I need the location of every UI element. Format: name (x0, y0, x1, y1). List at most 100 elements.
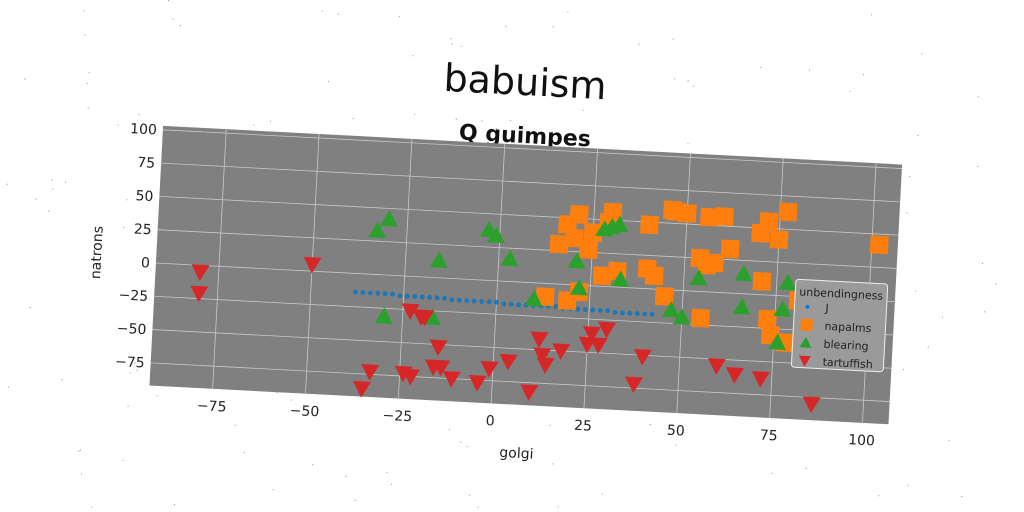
y-grid-line (157, 229, 897, 269)
noise-dot (86, 82, 88, 85)
noise-dot (455, 118, 457, 120)
data-point-J (605, 308, 611, 314)
y-grid-line (152, 329, 892, 369)
y-tick-label: −75 (115, 354, 145, 372)
data-point-napalms (720, 239, 740, 259)
noise-dot (51, 179, 53, 181)
data-point-blearing (486, 226, 505, 244)
data-point-J (516, 302, 522, 308)
noise-dot (451, 43, 453, 45)
data-point-J (375, 290, 381, 296)
data-point-tartuffish (726, 367, 745, 384)
noise-dot (127, 405, 129, 407)
data-point-J (360, 290, 366, 295)
data-point-napalms (639, 215, 659, 235)
data-point-blearing (367, 221, 386, 239)
data-point-tartuffish (442, 370, 461, 388)
data-point-napalms (677, 203, 697, 223)
data-point-J (382, 291, 388, 297)
data-point-blearing (610, 215, 629, 233)
data-point-J (479, 298, 485, 304)
noise-dot (672, 38, 674, 40)
data-point-blearing (500, 249, 519, 267)
y-tick-label: 50 (135, 188, 154, 205)
noise-dot (290, 399, 292, 401)
noise-dot (6, 183, 8, 185)
data-point-tartuffish (589, 337, 608, 354)
noise-dot (88, 71, 90, 74)
data-point-J (642, 311, 648, 317)
data-point-J (464, 298, 470, 304)
data-point-tartuffish (191, 264, 210, 281)
legend-label: tartuffish (822, 356, 873, 372)
data-point-tartuffish (707, 358, 726, 375)
noise-dot (328, 81, 330, 83)
data-point-napalms (769, 230, 789, 250)
data-point-J (486, 299, 492, 305)
noise-dot (460, 441, 462, 443)
data-point-J (597, 307, 603, 313)
legend-marker-napalms (800, 318, 813, 332)
noise-dot (601, 493, 604, 495)
data-point-J (404, 293, 410, 299)
data-point-tartuffish (416, 309, 435, 327)
data-point-J (390, 291, 396, 297)
noise-dot (907, 484, 909, 486)
noise-dot (122, 459, 124, 461)
noise-dot (674, 78, 676, 80)
y-tick-labels: 100 75 50 25 0 −25 −50 −75 (115, 121, 158, 372)
x-grid-line (212, 129, 227, 389)
noise-dot (243, 452, 245, 454)
x-tick-label: 100 (848, 432, 876, 449)
noise-dot (172, 18, 174, 20)
y-tick-label: 0 (141, 255, 151, 271)
noise-dot (984, 311, 986, 313)
data-point-J (367, 290, 373, 296)
noise-dot (173, 504, 176, 506)
noise-dot (460, 45, 462, 47)
noise-dot (253, 124, 255, 126)
noise-dot (52, 188, 54, 190)
x-grid-line (397, 138, 413, 399)
data-point-blearing (374, 307, 393, 324)
data-point-napalms (757, 309, 777, 329)
x-tick-label: −25 (382, 408, 412, 426)
data-point-J (508, 301, 514, 307)
y-tick-label: 100 (130, 121, 158, 138)
noise-dot (552, 463, 554, 465)
data-point-blearing (767, 333, 786, 350)
data-point-J (634, 311, 640, 317)
y-grid-line (150, 362, 890, 402)
noise-dot (234, 424, 236, 426)
data-point-J (493, 299, 499, 305)
noise-dot (80, 473, 83, 475)
data-point-napalms (690, 248, 710, 268)
noise-dot (312, 464, 314, 466)
data-point-J (456, 297, 462, 303)
data-point-tartuffish (499, 353, 518, 371)
legend-marker-J (805, 304, 810, 309)
noise-dot (557, 506, 559, 508)
data-point-napalms (644, 266, 664, 286)
data-point-blearing (773, 300, 792, 317)
noise-dot (473, 79, 475, 81)
noise-dot (549, 142, 551, 144)
y-tick-label: −25 (118, 287, 148, 305)
noise-dot (448, 428, 450, 430)
data-point-napalms (705, 253, 724, 273)
noise-dot (386, 471, 388, 473)
noise-dot (552, 26, 554, 28)
noise-dot (870, 14, 873, 16)
data-point-J (627, 310, 633, 316)
noise-dot (129, 372, 131, 374)
data-point-blearing (379, 210, 398, 227)
data-point-blearing (778, 273, 797, 291)
data-point-J (590, 307, 596, 313)
noise-dot (167, 0, 170, 2)
noise-dot (35, 198, 37, 200)
data-point-J (501, 301, 507, 307)
legend-title: unbendingness (799, 285, 884, 302)
data-point-napalms (690, 308, 710, 328)
